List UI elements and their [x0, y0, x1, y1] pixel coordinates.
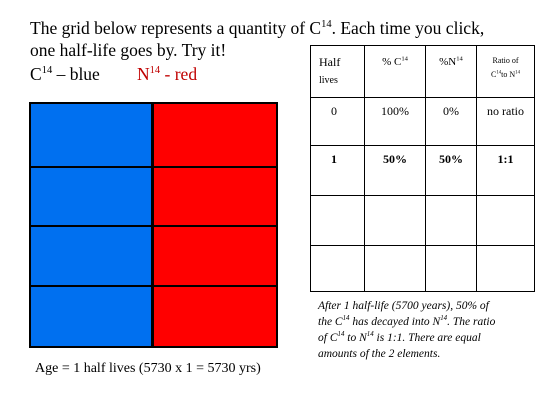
header-cell: Ratio of C14to N14: [476, 45, 535, 98]
superscript: 14: [401, 55, 408, 63]
grid-caption: Age = 1 half lives (5730 x 1 = 5730 yrs): [35, 361, 261, 376]
note-line: of C14 to N14 is 1:1. There are equal: [318, 331, 481, 344]
text: to N: [344, 332, 367, 344]
cell: 0%: [425, 97, 477, 146]
text: the C: [318, 316, 343, 328]
text: - red: [160, 64, 198, 84]
grid-cell[interactable]: [154, 287, 276, 346]
superscript: 14: [149, 65, 161, 77]
note-line: the C14 has decayed into N14. The ratio: [318, 315, 496, 328]
cell: 50%: [364, 145, 426, 196]
text: has decayed into N: [349, 316, 441, 328]
legend-red: N14 - red: [137, 64, 197, 85]
superscript: 14: [496, 70, 502, 76]
legend-blue: C14 – blue: [30, 64, 100, 85]
cell: [476, 245, 535, 292]
cell: [364, 195, 426, 246]
title-line: one half-life goes by. Try it!: [30, 40, 227, 60]
text: C: [30, 64, 42, 84]
header-cell: % C14: [364, 45, 426, 98]
cell: [476, 195, 535, 246]
cell: 50%: [425, 145, 477, 196]
cell: [364, 245, 426, 292]
grid-cell[interactable]: [31, 287, 151, 346]
superscript: 14: [337, 331, 345, 339]
text: N: [137, 64, 150, 84]
cell: 100%: [364, 97, 426, 146]
text: Half: [319, 55, 341, 69]
grid-cell[interactable]: [154, 227, 276, 285]
header-row: Half lives % C14 %N14 Ratio of C14to N14: [310, 45, 535, 98]
text: . The ratio: [447, 316, 496, 328]
text: is 1:1. There are equal: [373, 332, 481, 344]
superscript: 14: [41, 65, 53, 77]
title-line: The grid below represents a quantity of …: [30, 18, 484, 39]
grid-cell[interactable]: [154, 104, 276, 166]
cell: 0: [310, 97, 365, 146]
text: The grid below represents a quantity of …: [30, 18, 322, 38]
table-row: 1 50% 50% 1:1: [310, 145, 535, 196]
grid-cell[interactable]: [154, 168, 276, 225]
superscript: 14: [342, 315, 350, 323]
superscript: 14: [515, 70, 520, 76]
text: Ratio of: [492, 56, 519, 65]
table-row: 0 100% 0% no ratio: [310, 97, 535, 146]
text: lives: [319, 75, 338, 86]
table-row: [310, 245, 535, 292]
cell: [425, 245, 477, 292]
cell: 1: [310, 145, 365, 196]
superscript: 14: [366, 331, 374, 339]
superscript: 14: [321, 19, 332, 31]
cell: no ratio: [476, 97, 535, 146]
half-life-table: Half lives % C14 %N14 Ratio of C14to N14 0…: [310, 45, 535, 292]
text: %N: [439, 56, 457, 68]
grid-cell[interactable]: [31, 227, 151, 285]
cell: [425, 195, 477, 246]
superscript: 14: [456, 55, 463, 63]
cell: [310, 195, 365, 246]
text: % C: [382, 56, 402, 68]
note-line: After 1 half-life (5700 years), 50% of: [318, 300, 489, 312]
cell: 1:1: [476, 145, 535, 196]
text: C: [491, 70, 497, 79]
text: – blue: [52, 64, 100, 84]
text: to N: [501, 70, 516, 79]
note-line: amounts of the 2 elements.: [318, 348, 441, 360]
grid-cell[interactable]: [31, 104, 151, 166]
header-cell: %N14: [425, 45, 477, 98]
grid-cell[interactable]: [31, 168, 151, 225]
text: of C: [318, 332, 338, 344]
text: . Each time you click,: [331, 18, 485, 38]
cell: [310, 245, 365, 292]
header-cell: Half lives: [310, 45, 365, 98]
superscript: 14: [440, 315, 448, 323]
table-row: [310, 195, 535, 246]
